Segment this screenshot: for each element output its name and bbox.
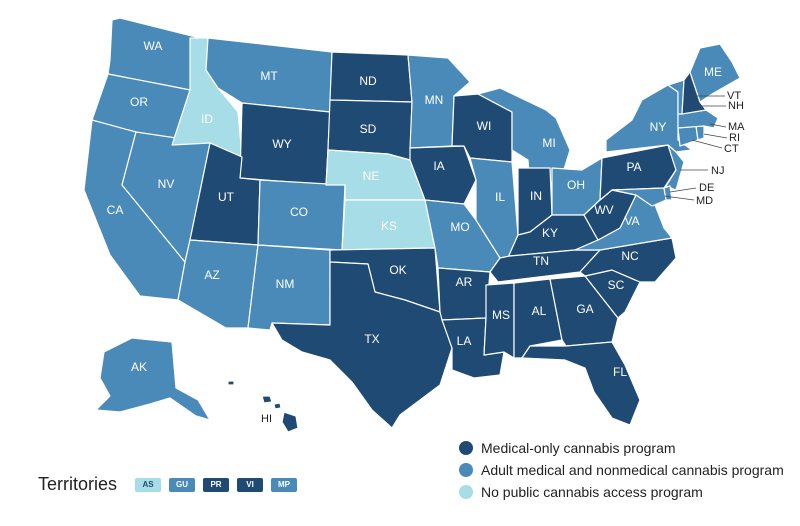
label-AR: AR: [456, 275, 473, 289]
label-ME: ME: [704, 65, 722, 79]
label-ND: ND: [359, 74, 377, 88]
label-NY: NY: [650, 120, 667, 134]
label-WA: WA: [144, 39, 163, 53]
label-CT: CT: [724, 143, 739, 155]
label-IN: IN: [530, 189, 542, 203]
label-NC: NC: [621, 249, 639, 263]
territories-legend: Territories AS GU PR VI MP: [38, 474, 305, 495]
state-MD[interactable]: [611, 187, 667, 207]
label-WY: WY: [272, 137, 291, 151]
label-MA: MA: [728, 121, 745, 133]
leader-MD: [663, 195, 695, 201]
leader-DE: [669, 187, 697, 193]
label-MI: MI: [542, 136, 555, 150]
label-NV: NV: [158, 177, 175, 191]
label-HI: HI: [261, 413, 272, 425]
state-FL[interactable]: [521, 341, 641, 426]
label-GA: GA: [576, 302, 593, 316]
legend-label-medical: Medical-only cannabis program: [481, 440, 676, 456]
label-NM: NM: [276, 277, 295, 291]
label-DE: DE: [699, 182, 714, 194]
label-MS: MS: [492, 308, 510, 322]
label-MD: MD: [696, 195, 713, 207]
territories-title: Territories: [38, 474, 118, 494]
state-TX[interactable]: [271, 261, 453, 429]
label-UT: UT: [218, 190, 235, 204]
state-NJ[interactable]: [665, 144, 685, 191]
label-MN: MN: [425, 93, 444, 107]
legend-label-adult: Adult medical and nonmedical cannabis pr…: [481, 462, 784, 478]
label-RI: RI: [729, 132, 740, 144]
state-CT[interactable]: [677, 125, 699, 147]
legend-item-none: No public cannabis access program: [459, 481, 799, 503]
territory-badge-MP: MP: [271, 477, 298, 492]
state-ME[interactable]: [689, 43, 741, 103]
territory-badge-VI: VI: [237, 477, 264, 492]
label-TX: TX: [364, 332, 379, 346]
label-KS: KS: [381, 219, 397, 233]
legend-swatch-medical: [459, 441, 473, 455]
label-MO: MO: [450, 220, 469, 234]
label-VA: VA: [624, 214, 639, 228]
label-CA: CA: [107, 203, 124, 217]
label-CO: CO: [290, 205, 308, 219]
territory-badge-PR: PR: [203, 477, 230, 492]
legend-item-medical: Medical-only cannabis program: [459, 437, 799, 459]
legend-swatch-adult: [459, 463, 473, 477]
label-WI: WI: [477, 119, 492, 133]
state-DE[interactable]: [663, 185, 673, 201]
label-IL: IL: [495, 190, 505, 204]
state-AZ[interactable]: [177, 239, 259, 329]
state-RI[interactable]: [695, 125, 705, 141]
label-SC: SC: [608, 278, 625, 292]
label-NH: NH: [728, 100, 744, 112]
label-OH: OH: [567, 178, 585, 192]
label-PA: PA: [626, 160, 641, 174]
leader-RI: [703, 133, 728, 139]
label-VT: VT: [727, 90, 741, 102]
territory-badge-AS: AS: [135, 477, 162, 492]
label-KY: KY: [542, 226, 558, 240]
state-HI[interactable]: [281, 411, 299, 433]
state-VT[interactable]: [667, 79, 685, 115]
state-HI-islands: [227, 380, 282, 410]
label-TN: TN: [533, 254, 549, 268]
label-SD: SD: [360, 122, 377, 136]
legend-swatch-none: [459, 485, 473, 499]
leader-MA: [709, 123, 727, 128]
label-ID: ID: [201, 112, 213, 126]
label-LA: LA: [457, 334, 472, 348]
legend-label-none: No public cannabis access program: [481, 484, 703, 500]
label-OR: OR: [130, 95, 148, 109]
label-FL: FL: [613, 365, 627, 379]
label-MT: MT: [260, 69, 278, 83]
state-AK[interactable]: [95, 337, 211, 421]
label-OK: OK: [389, 263, 406, 277]
label-WV: WV: [594, 203, 613, 217]
legend: Medical-only cannabis program Adult medi…: [459, 437, 799, 503]
label-AL: AL: [532, 304, 547, 318]
label-IA: IA: [433, 159, 444, 173]
label-AK: AK: [131, 360, 147, 374]
territory-badge-GU: GU: [169, 477, 196, 492]
legend-item-adult: Adult medical and nonmedical cannabis pr…: [459, 459, 799, 481]
leader-CT: [691, 139, 723, 149]
label-AZ: AZ: [204, 268, 219, 282]
state-NY[interactable]: [605, 84, 693, 153]
label-NE: NE: [363, 169, 380, 183]
label-NJ: NJ: [711, 165, 724, 177]
